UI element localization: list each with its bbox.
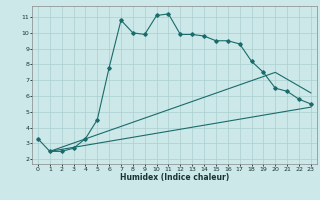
X-axis label: Humidex (Indice chaleur): Humidex (Indice chaleur): [120, 173, 229, 182]
